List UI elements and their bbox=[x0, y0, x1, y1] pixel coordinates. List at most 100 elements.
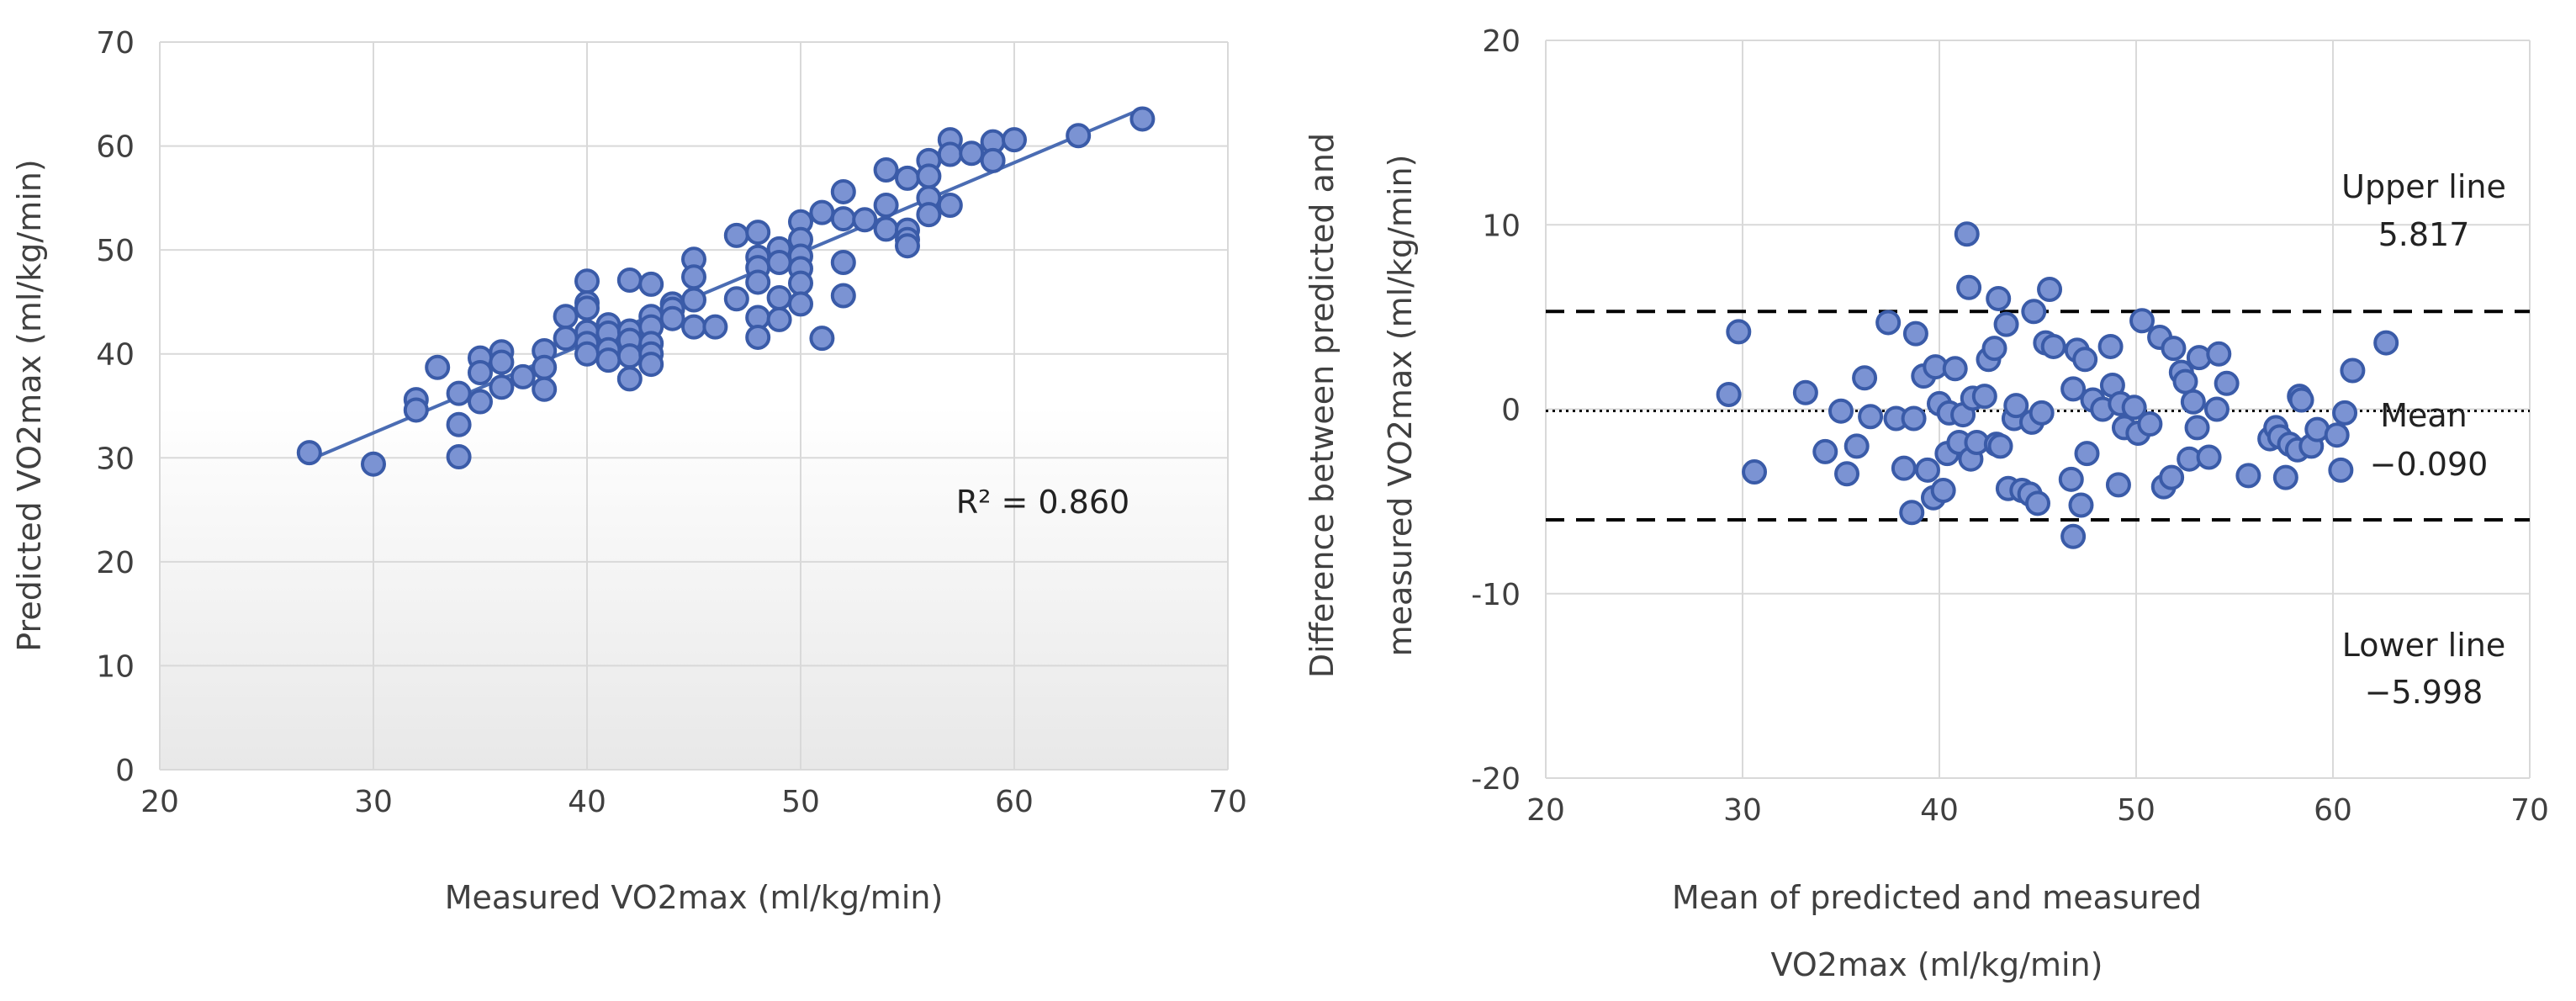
y-tick-label: 40 bbox=[96, 338, 135, 373]
data-point bbox=[2214, 370, 2240, 396]
data-point bbox=[2060, 523, 2087, 549]
y-axis-label: Predicted VO2max (ml/kg/min) bbox=[11, 159, 48, 651]
data-point bbox=[2003, 393, 2029, 419]
data-point bbox=[2196, 444, 2222, 470]
data-point bbox=[702, 314, 728, 340]
r-squared-label: R² = 0.860 bbox=[956, 484, 1129, 521]
mean-line-value: −0.090 bbox=[2370, 446, 2489, 483]
data-point bbox=[1742, 459, 1768, 485]
data-point bbox=[659, 305, 685, 331]
data-point bbox=[1828, 398, 1854, 424]
data-point bbox=[766, 249, 792, 275]
x-tick-label: 20 bbox=[1526, 793, 1565, 828]
data-point bbox=[809, 199, 835, 225]
data-point bbox=[1930, 477, 1956, 503]
data-point bbox=[403, 397, 429, 423]
data-point bbox=[616, 267, 643, 293]
x-tick-label: 60 bbox=[995, 785, 1034, 819]
data-point bbox=[468, 389, 493, 415]
data-point bbox=[723, 286, 749, 312]
data-point bbox=[1875, 310, 1902, 336]
y-axis-label-line1: Difference between predicted and bbox=[1304, 133, 1341, 678]
y-axis-label-line2: measured VO2max (ml/kg/min) bbox=[1382, 155, 1419, 657]
upper-line-label: Upper line bbox=[2341, 168, 2506, 205]
data-point bbox=[446, 380, 472, 406]
data-point bbox=[1726, 319, 1752, 345]
y-tick-label: 50 bbox=[96, 234, 135, 268]
data-point bbox=[2129, 308, 2155, 334]
data-point bbox=[766, 306, 792, 332]
data-point bbox=[638, 271, 664, 297]
data-point bbox=[980, 147, 1006, 173]
x-tick-label: 30 bbox=[1723, 793, 1762, 828]
data-point bbox=[510, 363, 536, 389]
data-point bbox=[852, 207, 878, 233]
x-tick-label: 50 bbox=[2117, 793, 2155, 828]
data-point bbox=[745, 269, 771, 295]
x-tick-label: 70 bbox=[1209, 785, 1247, 819]
data-point bbox=[788, 270, 813, 296]
regression-chart: 20 30 40 50 60 70 0 10 20 30 40 50 60 70 R² = 0.860 M… bbox=[11, 26, 1247, 916]
data-point bbox=[2324, 422, 2350, 448]
data-point bbox=[2206, 341, 2232, 367]
data-point bbox=[553, 326, 579, 352]
data-point bbox=[895, 165, 920, 191]
y-tick-label: -10 bbox=[1471, 578, 1521, 612]
data-point bbox=[2288, 387, 2314, 413]
y-tick-label: 10 bbox=[1482, 209, 1521, 243]
data-point bbox=[1956, 274, 1982, 300]
data-point bbox=[723, 222, 749, 248]
data-point bbox=[1891, 455, 1917, 481]
x-tick-label: 70 bbox=[2510, 793, 2549, 828]
data-point bbox=[809, 326, 835, 352]
data-point bbox=[1834, 461, 1860, 487]
data-point bbox=[1858, 404, 1884, 430]
data-point bbox=[2029, 400, 2055, 426]
data-point bbox=[2021, 299, 2047, 325]
data-point bbox=[2137, 411, 2163, 437]
data-point bbox=[1902, 320, 1928, 347]
data-point bbox=[489, 374, 515, 400]
data-point bbox=[468, 359, 493, 385]
data-point bbox=[2105, 472, 2131, 498]
x-tick-label: 40 bbox=[1920, 793, 1959, 828]
data-point bbox=[788, 291, 813, 317]
y-tick-label: -20 bbox=[1471, 762, 1521, 797]
data-point bbox=[1986, 285, 2012, 311]
data-point bbox=[681, 287, 706, 313]
tick-labels: 20 30 40 50 60 70 -20 -10 0 10 20 bbox=[1471, 24, 2549, 828]
data-point bbox=[2072, 347, 2098, 373]
plot-area bbox=[160, 42, 1228, 770]
data-point bbox=[2235, 463, 2261, 489]
data-point bbox=[2272, 464, 2298, 490]
y-tick-label: 0 bbox=[1501, 394, 1521, 428]
data-point bbox=[1987, 433, 2013, 459]
x-tick-label: 20 bbox=[140, 785, 179, 819]
data-point bbox=[1954, 221, 1980, 247]
data-point bbox=[766, 284, 792, 310]
x-axis-label: Measured VO2max (ml/kg/min) bbox=[445, 879, 944, 916]
lower-line-label: Lower line bbox=[2342, 627, 2506, 664]
data-point bbox=[2184, 415, 2210, 441]
y-tick-label: 70 bbox=[96, 26, 135, 61]
data-point bbox=[681, 314, 706, 340]
data-point bbox=[2172, 368, 2198, 395]
y-tick-label: 20 bbox=[1482, 24, 1521, 59]
data-point bbox=[2058, 466, 2084, 492]
x-axis-label-line1: Mean of predicted and measured bbox=[1672, 879, 2202, 916]
data-point bbox=[959, 140, 985, 167]
data-point bbox=[2159, 464, 2185, 490]
data-point bbox=[937, 141, 963, 167]
data-point bbox=[1129, 106, 1156, 132]
data-point bbox=[532, 354, 558, 380]
data-point bbox=[2068, 492, 2094, 518]
data-point bbox=[1716, 381, 1742, 407]
data-point bbox=[361, 451, 386, 477]
x-tick-label: 60 bbox=[2314, 793, 2352, 828]
data-point bbox=[1852, 365, 1878, 391]
data-point bbox=[1914, 457, 1940, 483]
upper-line-value: 5.817 bbox=[2378, 216, 2470, 253]
data-point bbox=[1812, 438, 1838, 464]
data-point bbox=[830, 283, 856, 309]
data-point bbox=[681, 264, 706, 290]
